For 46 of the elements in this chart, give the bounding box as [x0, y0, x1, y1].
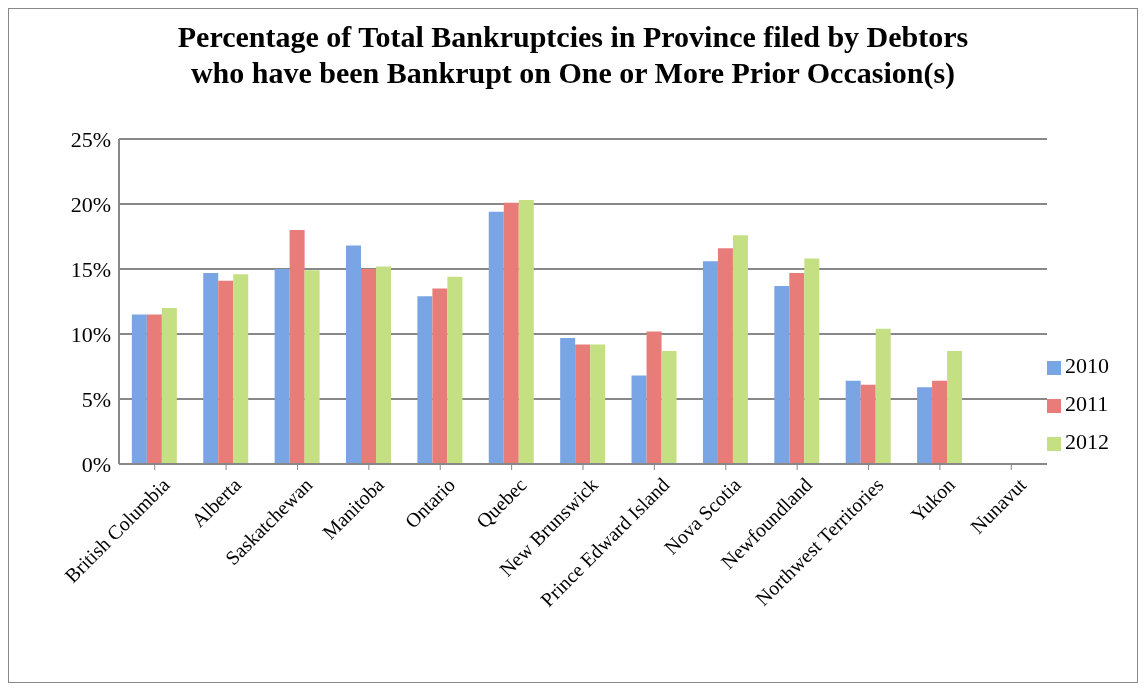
bar: [732, 235, 748, 464]
bar: [376, 266, 391, 464]
bar: [947, 350, 963, 464]
bar: [860, 384, 876, 464]
bar: [845, 380, 861, 464]
bar: [131, 314, 147, 464]
bar: [203, 272, 219, 464]
bar: [417, 296, 433, 464]
bar: [218, 280, 234, 464]
bar: [932, 380, 948, 464]
bar: [488, 211, 504, 464]
bar: [432, 288, 448, 464]
bar: [274, 269, 290, 464]
y-tick-label: 15%: [70, 256, 111, 282]
legend-label: 2012: [1065, 429, 1109, 454]
y-tick-label: 0%: [81, 451, 111, 477]
bar: [503, 202, 519, 464]
legend-label: 2010: [1065, 353, 1109, 378]
bar: [590, 344, 606, 464]
bar: [804, 258, 820, 464]
bar: [661, 350, 677, 464]
bar: [560, 337, 576, 464]
bar: [717, 248, 733, 464]
bar: [161, 308, 177, 464]
y-tick-label: 25%: [70, 126, 111, 152]
bar: [146, 314, 162, 464]
bar: [289, 230, 305, 464]
bar: [346, 245, 361, 464]
bar: [447, 276, 463, 464]
bar: [304, 270, 320, 464]
y-tick-label: 5%: [81, 386, 111, 412]
y-tick-label: 10%: [70, 321, 111, 347]
bar: [361, 269, 376, 464]
bar: [631, 375, 647, 464]
legend-label: 2011: [1065, 391, 1109, 416]
y-tick-label: 20%: [70, 191, 111, 217]
bar: [702, 261, 718, 464]
bar: [518, 200, 534, 464]
bar: [917, 387, 933, 464]
chart-title: Percentage of Total Bankruptcies in Province filed by Debtors who have been Bankrupt on One or More Prior Occasion(s): [176, 19, 970, 91]
bar: [646, 331, 662, 464]
bar: [233, 274, 249, 464]
bar: [875, 328, 891, 464]
bar: [789, 272, 805, 464]
bar: [774, 285, 790, 464]
bar: [575, 344, 591, 464]
